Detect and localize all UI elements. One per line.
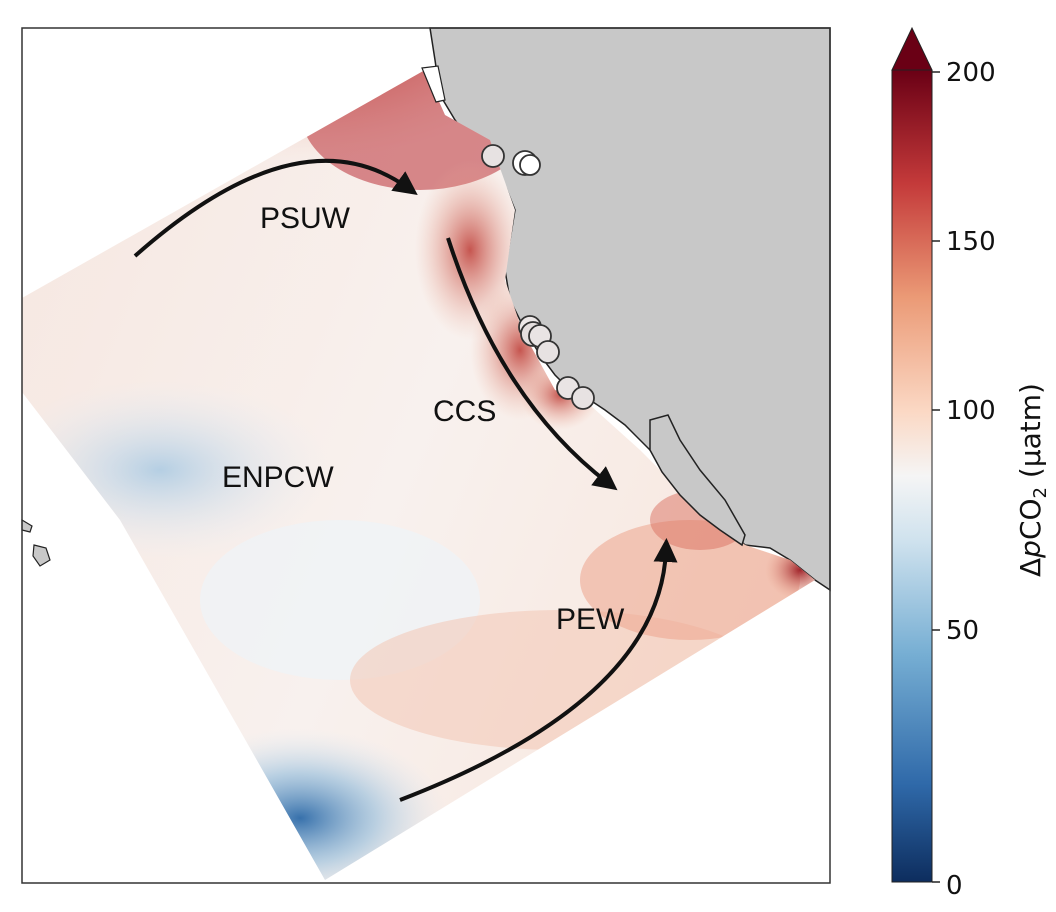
station-marker bbox=[519, 154, 541, 176]
colorbar-tick-label: 200 bbox=[946, 58, 996, 88]
land-vancouver-island bbox=[421, 65, 446, 103]
colorbar-extend-arrow bbox=[891, 26, 933, 71]
station-marker bbox=[571, 386, 595, 410]
colorbar-tick-label: 150 bbox=[946, 227, 996, 257]
colorbar-tick-label: 0 bbox=[946, 871, 963, 901]
station-marker bbox=[536, 340, 560, 364]
colorbar-gradient bbox=[891, 69, 933, 883]
station-markers bbox=[481, 144, 595, 410]
region-label-enpcw: ENPCW bbox=[222, 461, 334, 494]
colorbar-title: ΔpCO2 (μatm) bbox=[1014, 383, 1051, 577]
map-frame-border bbox=[21, 27, 831, 884]
colorbar-tick-label: 50 bbox=[946, 616, 979, 646]
arrow-psuw bbox=[133, 158, 418, 258]
region-label-ccs: CCS bbox=[433, 395, 496, 428]
colorbar-tick-label: 100 bbox=[946, 396, 996, 426]
arrow-ccs bbox=[446, 237, 618, 491]
current-arrows bbox=[133, 158, 678, 802]
arrow-pew bbox=[399, 538, 678, 802]
land-baja-peninsula bbox=[649, 414, 746, 547]
colorbar: 200 150 100 50 0 ΔpCO2 (μatm) bbox=[891, 26, 1051, 901]
region-label-psuw: PSUW bbox=[260, 202, 351, 235]
station-marker bbox=[481, 144, 505, 168]
region-label-pew: PEW bbox=[556, 603, 625, 636]
